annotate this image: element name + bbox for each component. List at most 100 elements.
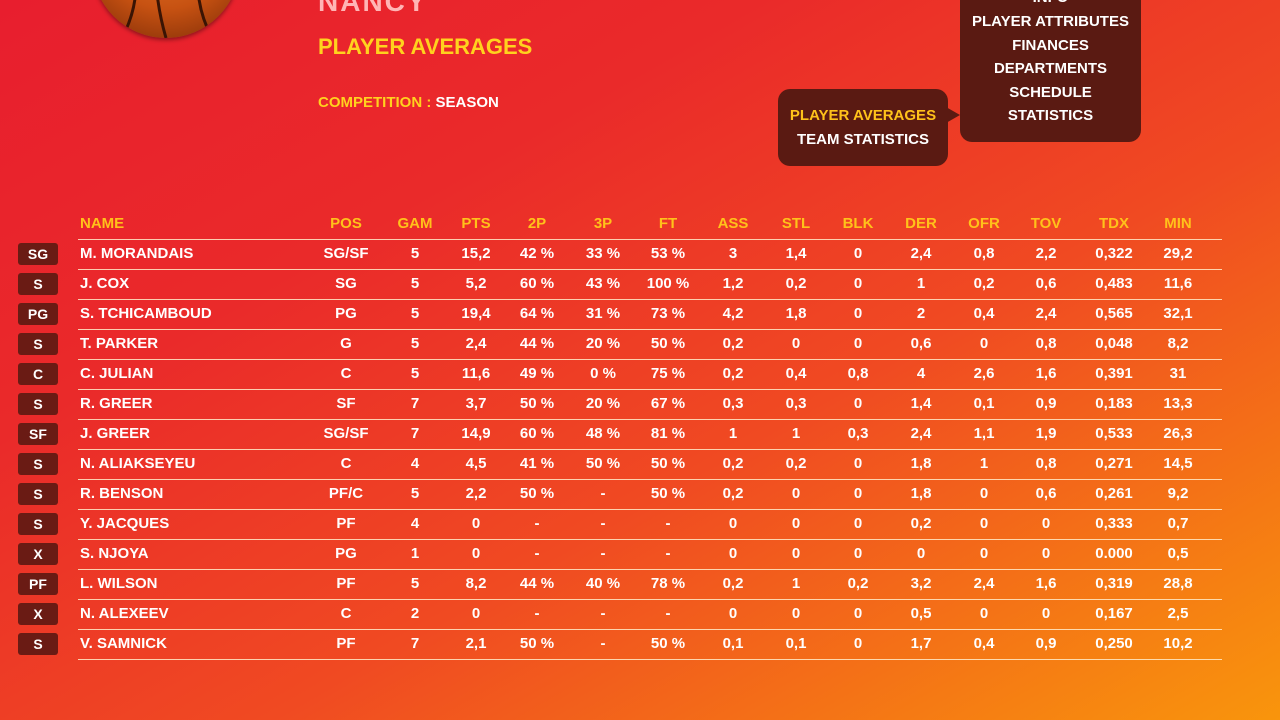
- lineup-position-badge[interactable]: X: [18, 543, 58, 565]
- stat-der: 0,2: [910, 515, 932, 532]
- table-row[interactable]: C C. JULIAN C 5 11,6 49 % 0 % 75 % 0,2 0,4 0,8 4 2,6…: [0, 359, 1280, 389]
- lineup-position-badge[interactable]: PF: [18, 573, 58, 595]
- stat-gam: 5: [410, 365, 420, 382]
- stat-3p: -: [600, 635, 606, 652]
- stat-stl: 0,2: [785, 455, 807, 472]
- lineup-position-badge[interactable]: S: [18, 273, 58, 295]
- player-name[interactable]: J. GREER: [80, 425, 151, 442]
- lineup-position-badge[interactable]: PG: [18, 303, 58, 325]
- stat-ft: 81 %: [650, 425, 686, 442]
- menu-item-statistics[interactable]: STATISTICS: [1007, 107, 1094, 125]
- column-header-3p[interactable]: 3P: [593, 215, 613, 232]
- stat-ft: 67 %: [650, 395, 686, 412]
- player-name[interactable]: C. JULIAN: [80, 365, 154, 382]
- player-name[interactable]: V. SAMNICK: [80, 635, 167, 652]
- lineup-position-badge[interactable]: SG: [18, 243, 58, 265]
- stat-ass: 0,2: [722, 455, 744, 472]
- table-row[interactable]: S T. PARKER G 5 2,4 44 % 20 % 50 % 0,2 0 0 0,6 0 0,8 0…: [0, 329, 1280, 359]
- menu-item-finances[interactable]: FINANCES: [1012, 36, 1089, 54]
- player-name[interactable]: N. ALEXEEV: [80, 605, 169, 622]
- stat-pts: 8,2: [465, 575, 487, 592]
- table-row[interactable]: S R. GREER SF 7 3,7 50 % 20 % 67 % 0,3 0,3 0 1,4 0,1…: [0, 389, 1280, 419]
- lineup-position-badge[interactable]: S: [18, 393, 58, 415]
- player-name[interactable]: J. COX: [80, 275, 130, 292]
- player-name[interactable]: L. WILSON: [80, 575, 158, 592]
- stat-ofr: 0,8: [973, 245, 995, 262]
- row-divider: [78, 449, 1222, 450]
- stat-ft: 73 %: [650, 305, 686, 322]
- column-header-stl[interactable]: STL: [781, 215, 811, 232]
- table-row[interactable]: S Y. JACQUES PF 4 0 - - - 0 0 0 0,2 0 0 0,333 0,7: [0, 509, 1280, 539]
- stat-2p: 60 %: [519, 275, 555, 292]
- lineup-position-badge[interactable]: S: [18, 453, 58, 475]
- column-header-gam[interactable]: GAM: [397, 215, 433, 232]
- table-row[interactable]: X N. ALEXEEV C 2 0 - - - 0 0 0 0,5 0 0 0,167 2,5: [0, 599, 1280, 629]
- stat-3p: 43 %: [585, 275, 621, 292]
- stat-2p: -: [534, 545, 540, 562]
- menu-item-schedule[interactable]: SCHEDULE: [1009, 83, 1092, 101]
- lineup-position-badge[interactable]: S: [18, 633, 58, 655]
- stat-stl: 1: [791, 575, 801, 592]
- table-row[interactable]: X S. NJOYA PG 1 0 - - - 0 0 0 0 0 0 0.000 0,5: [0, 539, 1280, 569]
- lineup-position-badge[interactable]: S: [18, 513, 58, 535]
- player-name[interactable]: Y. JACQUES: [80, 515, 170, 532]
- player-name[interactable]: R. BENSON: [80, 485, 164, 502]
- row-divider: [78, 329, 1222, 330]
- submenu-item-player-averages[interactable]: PLAYER AVERAGES: [789, 106, 937, 124]
- column-header-2p[interactable]: 2P: [527, 215, 547, 232]
- column-header-ass[interactable]: ASS: [717, 215, 749, 232]
- menu-item-player-attributes[interactable]: PLAYER ATTRIBUTES: [972, 13, 1129, 31]
- player-name[interactable]: M. MORANDAIS: [80, 245, 194, 262]
- column-header-der[interactable]: DER: [905, 215, 937, 232]
- table-row[interactable]: PG S. TCHICAMBOUD PG 5 19,4 64 % 31 % 73 % 4,2 1,…: [0, 299, 1280, 329]
- stat-min: 2,5: [1167, 605, 1189, 622]
- lineup-position-badge[interactable]: C: [18, 363, 58, 385]
- table-row[interactable]: S N. ALIAKSEYEU C 4 4,5 41 % 50 % 50 % 0,2 0,2 0 1,…: [0, 449, 1280, 479]
- stat-blk: 0,2: [847, 575, 869, 592]
- column-header-ft[interactable]: FT: [658, 215, 678, 232]
- table-row[interactable]: SF J. GREER SG/SF 7 14,9 60 % 48 % 81 % 1 1 0,3 2,4…: [0, 419, 1280, 449]
- column-header-min[interactable]: MIN: [1164, 215, 1192, 232]
- player-name[interactable]: S. TCHICAMBOUD: [80, 305, 212, 322]
- lineup-position-badge[interactable]: X: [18, 603, 58, 625]
- row-divider: [78, 359, 1222, 360]
- table-row[interactable]: PF L. WILSON PF 5 8,2 44 % 40 % 78 % 0,2 1 0,2 3,2 2…: [0, 569, 1280, 599]
- stat-tov: 0,9: [1035, 395, 1057, 412]
- stat-tov: 0,6: [1035, 485, 1057, 502]
- column-header-tov[interactable]: TOV: [1030, 215, 1062, 232]
- stat-ass: 4,2: [722, 305, 744, 322]
- menu-item-info[interactable]: INFO: [1033, 0, 1069, 10]
- submenu-item-team-statistics[interactable]: TEAM STATISTICS: [797, 130, 929, 148]
- lineup-position-badge[interactable]: S: [18, 333, 58, 355]
- lineup-position-badge[interactable]: SF: [18, 423, 58, 445]
- column-header-name[interactable]: NAME: [80, 215, 125, 232]
- menu-item-departments[interactable]: DEPARTMENTS: [993, 60, 1108, 78]
- row-divider: [78, 629, 1222, 630]
- player-name[interactable]: R. GREER: [80, 395, 153, 412]
- column-header-tdx[interactable]: TDX: [1099, 215, 1129, 232]
- stat-der: 2,4: [910, 425, 932, 442]
- competition-value[interactable]: SEASON: [435, 94, 499, 111]
- table-row[interactable]: S J. COX SG 5 5,2 60 % 43 % 100 % 1,2 0,2 0 1 0,2 0,6…: [0, 269, 1280, 299]
- column-header-ofr[interactable]: OFR: [968, 215, 1000, 232]
- stat-3p: 20 %: [585, 335, 621, 352]
- column-header-blk[interactable]: BLK: [842, 215, 874, 232]
- competition-selector[interactable]: COMPETITION : SEASON: [318, 94, 499, 111]
- stat-tdx: 0,250: [1095, 635, 1133, 652]
- stat-ass: 1,2: [722, 275, 744, 292]
- row-divider: [78, 389, 1222, 390]
- player-name[interactable]: N. ALIAKSEYEU: [80, 455, 196, 472]
- player-name[interactable]: T. PARKER: [80, 335, 159, 352]
- column-header-pos[interactable]: POS: [330, 215, 362, 232]
- table-row[interactable]: S R. BENSON PF/C 5 2,2 50 % - 50 % 0,2 0 0 1,8 0 0,6 0…: [0, 479, 1280, 509]
- player-name[interactable]: S. NJOYA: [80, 545, 149, 562]
- table-row[interactable]: SG M. MORANDAIS SG/SF 5 15,2 42 % 33 % 53 % 3 1,4…: [0, 239, 1280, 269]
- lineup-position-badge[interactable]: S: [18, 483, 58, 505]
- stat-stl: 1: [791, 425, 801, 442]
- column-header-pts[interactable]: PTS: [461, 215, 491, 232]
- table-row[interactable]: S V. SAMNICK PF 7 2,1 50 % - 50 % 0,1 0,1 0 1,7 0,4 0…: [0, 629, 1280, 660]
- stat-3p: 31 %: [585, 305, 621, 322]
- stat-tov: 0: [1041, 515, 1051, 532]
- stat-ft: 78 %: [650, 575, 686, 592]
- stat-stl: 1,8: [785, 305, 807, 322]
